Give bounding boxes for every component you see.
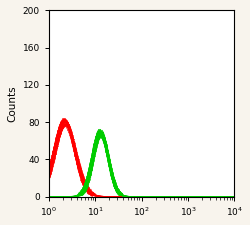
Y-axis label: Counts: Counts bbox=[7, 85, 17, 122]
